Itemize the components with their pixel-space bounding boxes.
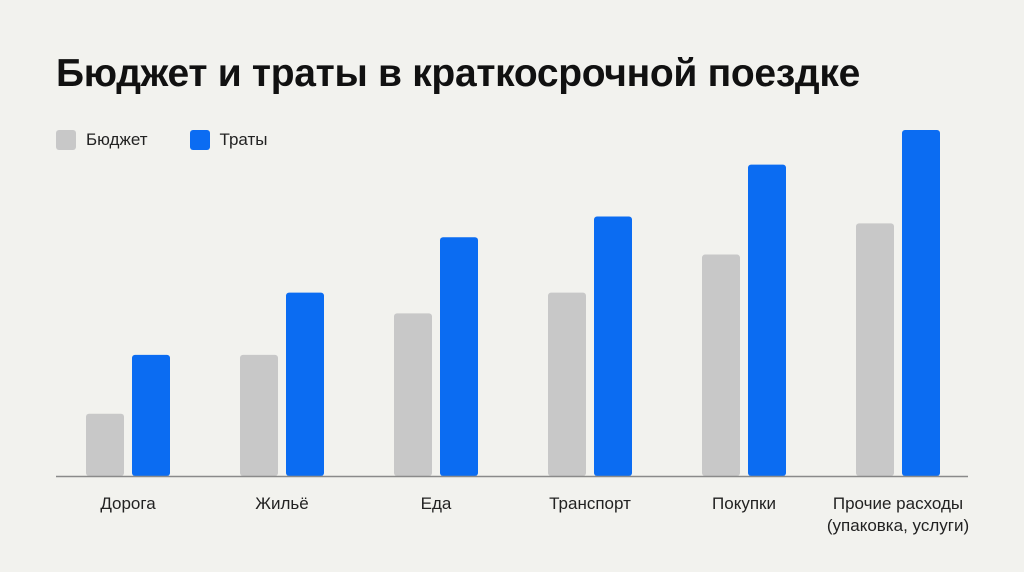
bar-spending-3 [594, 216, 632, 476]
bar-budget-2 [394, 313, 432, 476]
x-tick-label: (упаковка, услуги) [827, 516, 969, 535]
legend-item-budget: Бюджет [56, 130, 148, 150]
legend: Бюджет Траты [56, 130, 310, 150]
bar-budget-5 [856, 223, 894, 476]
legend-swatch-spending [189, 130, 210, 150]
x-tick-label: Жильё [255, 494, 308, 513]
x-tick-label: Покупки [712, 494, 776, 513]
bar-spending-1 [286, 292, 324, 476]
bar-budget-1 [240, 354, 278, 476]
x-tick-label: Еда [421, 494, 452, 513]
chart-title: Бюджет и траты в краткосрочной поездке [56, 52, 860, 95]
bar-spending-5 [902, 130, 940, 476]
bar-budget-4 [702, 254, 740, 476]
bar-budget-0 [86, 413, 124, 476]
bar-spending-2 [440, 237, 478, 476]
legend-item-spending: Траты [189, 130, 268, 150]
x-tick-label: Прочие расходы [833, 494, 963, 513]
legend-label-spending: Траты [219, 130, 268, 149]
bar-spending-0 [132, 354, 170, 476]
x-tick-label: Транспорт [549, 494, 631, 513]
legend-swatch-budget [56, 130, 76, 150]
bar-spending-4 [748, 164, 786, 476]
x-tick-label: Дорога [100, 494, 156, 513]
legend-label-budget: Бюджет [86, 130, 148, 149]
bar-budget-3 [548, 292, 586, 476]
